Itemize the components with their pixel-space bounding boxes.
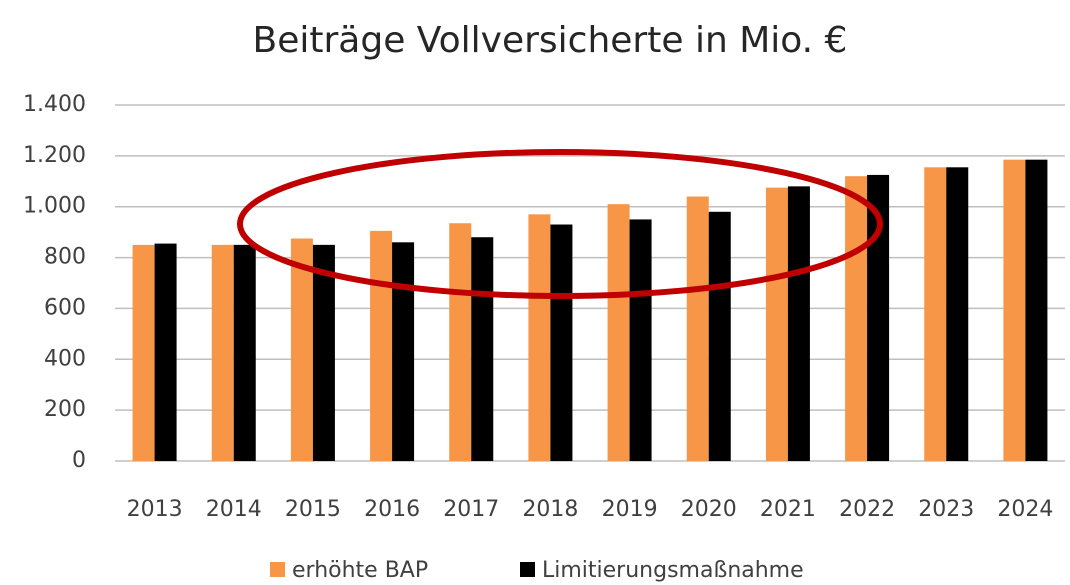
legend-label: Limitierungsmaßnahme bbox=[542, 558, 804, 583]
x-tick-label: 2019 bbox=[602, 497, 658, 522]
x-tick-label: 2016 bbox=[364, 497, 420, 522]
y-tick-label: 800 bbox=[44, 245, 86, 270]
bar bbox=[946, 167, 969, 462]
bar bbox=[1025, 159, 1048, 461]
y-tick-label: 1.400 bbox=[23, 92, 86, 117]
x-tick-label: 2013 bbox=[127, 497, 183, 522]
legend-swatch bbox=[270, 562, 285, 577]
y-tick-label: 400 bbox=[44, 346, 86, 371]
x-tick-label: 2017 bbox=[443, 497, 499, 522]
bar bbox=[708, 211, 731, 461]
legend-label: erhöhte BAP bbox=[292, 558, 428, 583]
bar bbox=[233, 244, 256, 461]
highlight-ellipse bbox=[237, 149, 883, 299]
y-tick-label: 600 bbox=[44, 295, 86, 320]
bar bbox=[290, 238, 313, 461]
bar bbox=[686, 196, 709, 462]
y-tick-label: 1.200 bbox=[23, 143, 86, 168]
x-tick-label: 2024 bbox=[997, 497, 1053, 522]
y-tick-label: 200 bbox=[44, 397, 86, 422]
x-tick-label: 2015 bbox=[285, 497, 341, 522]
bar bbox=[550, 224, 573, 461]
x-tick-label: 2018 bbox=[522, 497, 578, 522]
bar bbox=[154, 243, 177, 461]
bar bbox=[845, 176, 868, 461]
x-tick-label: 2020 bbox=[681, 497, 737, 522]
y-tick-label: 1.000 bbox=[23, 194, 86, 219]
bar bbox=[528, 214, 551, 461]
bar bbox=[924, 167, 947, 462]
x-tick-label: 2023 bbox=[918, 497, 974, 522]
x-tick-label: 2014 bbox=[206, 497, 262, 522]
bar bbox=[132, 244, 155, 461]
x-tick-label: 2021 bbox=[760, 497, 816, 522]
bar bbox=[312, 244, 335, 461]
bar bbox=[867, 174, 890, 461]
bar bbox=[607, 204, 630, 461]
bar bbox=[629, 219, 652, 461]
bar bbox=[370, 230, 393, 461]
legend-swatch bbox=[520, 562, 535, 577]
bar bbox=[449, 223, 472, 461]
bar bbox=[392, 242, 415, 461]
plot-area: 0 200 400 600 800 1.000 1.200 1.400 2013 2014 2015… bbox=[23, 92, 1065, 583]
chart-title: Beiträge Vollversicherte in Mio. € bbox=[253, 20, 848, 61]
bar bbox=[787, 186, 810, 461]
bar bbox=[1003, 159, 1026, 461]
y-tick-label: 0 bbox=[72, 448, 86, 473]
bar bbox=[471, 237, 494, 461]
bar bbox=[765, 187, 788, 461]
x-tick-label: 2022 bbox=[839, 497, 895, 522]
bar bbox=[211, 244, 234, 461]
